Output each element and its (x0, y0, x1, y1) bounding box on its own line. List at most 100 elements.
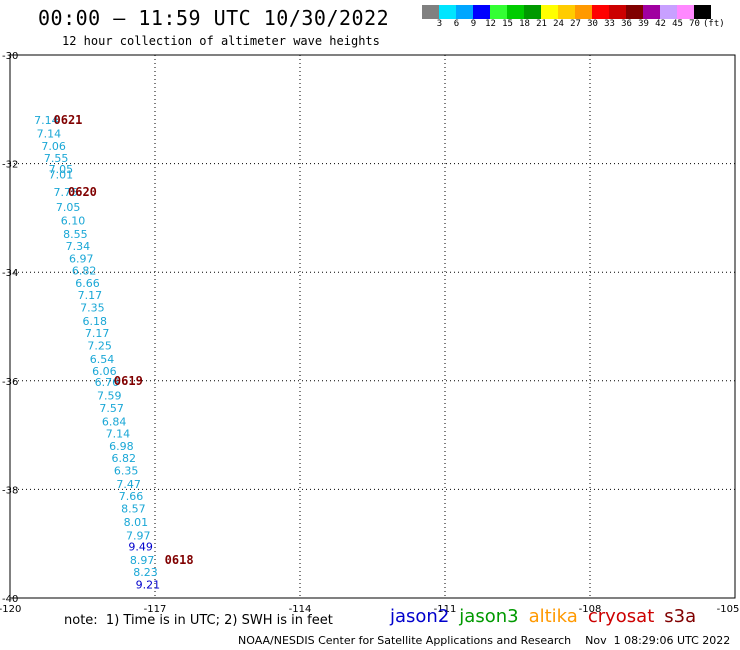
scale-unit: (ft) (703, 19, 725, 29)
x-tick-label: -117 (144, 604, 167, 615)
footer-credit: NOAA/NESDIS Center for Satellite Applica… (238, 634, 731, 647)
wave-height-label: 7.05 (49, 163, 74, 176)
scale-swatch (660, 5, 677, 19)
wave-height-label: 8.55 (63, 228, 88, 241)
scale-label: 18 (519, 19, 530, 29)
y-tick-label: -38 (2, 485, 18, 496)
wave-height-label: 7.75 (54, 186, 79, 199)
wave-height-label: 6.82 (112, 452, 137, 465)
page-title: 00:00 – 11:59 UTC 10/30/2022 (38, 6, 390, 30)
scale-swatch (626, 5, 643, 19)
satellite-legend: jason2 jason3 altika cryosat s3a (390, 606, 706, 627)
y-tick-label: -32 (2, 160, 18, 171)
scale-swatch (643, 5, 660, 19)
wave-height-label: 6.98 (109, 440, 134, 453)
plot-border (9, 54, 736, 599)
wave-height-label: 7.25 (87, 340, 112, 353)
scale-label: 6 (453, 19, 460, 29)
scale-swatch (575, 5, 592, 19)
scale-label: 33 (604, 19, 615, 29)
wave-height-label: 8.01 (124, 516, 149, 529)
wave-height-label: 7.01 (49, 168, 74, 181)
x-tick-label: -111 (434, 604, 457, 615)
wave-height-label: 7.55 (44, 152, 68, 165)
scale-swatch (677, 5, 694, 19)
scale-label: 45 (672, 19, 683, 29)
x-tick-label: -114 (289, 604, 312, 615)
y-tick-label: -30 (2, 51, 18, 62)
scale-swatch (609, 5, 626, 19)
x-tick-label: -105 (717, 604, 740, 615)
scale-swatch (592, 5, 609, 19)
scale-swatch (439, 5, 456, 19)
wave-height-label: 7.47 (116, 478, 141, 491)
wave-height-label: 6.35 (114, 464, 138, 477)
scale-label: 39 (638, 19, 649, 29)
wave-height-label: 7.35 (80, 301, 105, 314)
wave-height-color-scale: 3 6 9 12 15 18 21 24 27 30 33 36 39 42 45 70 (ft) (422, 5, 725, 29)
scale-label: 24 (553, 19, 564, 29)
color-scale-swatches (422, 5, 725, 19)
scale-swatch (422, 5, 439, 19)
wave-height-label: 8.97 (130, 554, 155, 567)
satellite-cryosat: cryosat (587, 606, 655, 627)
x-tick-label: -108 (579, 604, 602, 615)
scale-swatch (473, 5, 490, 19)
wave-height-label: 7.59 (97, 389, 122, 402)
page-subtitle: 12 hour collection of altimeter wave hei… (62, 34, 380, 48)
y-tick-label: -40 (2, 594, 18, 605)
color-scale-labels: 3 6 9 12 15 18 21 24 27 30 33 36 39 42 45 70 (ft) (431, 19, 725, 29)
scale-swatch (507, 5, 524, 19)
scale-label: 12 (485, 19, 496, 29)
wave-height-label: 7.14 (34, 114, 59, 127)
scale-swatch (694, 5, 711, 19)
wave-height-label: 6.84 (102, 416, 127, 429)
wave-height-label: 6.06 (92, 365, 117, 378)
footer-note: note: 1) Time is in UTC; 2) SWH is in fe… (64, 613, 333, 628)
satellite-altika: altika (528, 606, 578, 627)
scale-swatch (558, 5, 575, 19)
wave-height-label: 6.54 (90, 353, 115, 366)
wave-height-label: 9.21 (136, 578, 161, 591)
wave-height-label: 6.97 (69, 253, 94, 266)
scale-label: 3 (436, 19, 443, 29)
wave-height-label: 7.17 (85, 327, 110, 340)
scale-label: 42 (655, 19, 666, 29)
wave-height-label: 6.82 (72, 265, 97, 278)
wave-height-label: 8.23 (133, 566, 158, 579)
wave-height-label: 7.17 (78, 289, 103, 302)
wave-height-label: 6.76 (95, 376, 120, 389)
pass-time-label: 0619 (114, 374, 143, 388)
wave-height-label: 6.66 (75, 277, 100, 290)
y-tick-label: -36 (2, 377, 18, 388)
scale-swatch (490, 5, 507, 19)
pass-time-label: 0620 (68, 185, 97, 199)
satellite-jason3: jason3 (459, 606, 519, 627)
x-tick-label: -120 (0, 604, 21, 615)
satellite-jason2: jason2 (390, 606, 450, 627)
wave-height-label: 6.18 (83, 315, 108, 328)
wave-height-label: 7.05 (56, 201, 81, 214)
y-tick-label: -34 (2, 268, 18, 279)
wave-height-label: 7.06 (41, 140, 66, 153)
pass-time-label: 0618 (165, 553, 194, 567)
wave-height-label: 7.14 (37, 128, 62, 141)
scale-label: 21 (536, 19, 547, 29)
wave-height-label: 9.49 (128, 540, 153, 553)
scale-label: 27 (570, 19, 581, 29)
wave-height-label: 7.97 (126, 530, 151, 543)
scale-label: 70 (689, 19, 700, 29)
scale-label: 15 (502, 19, 513, 29)
scale-swatch (524, 5, 541, 19)
scale-label: 30 (587, 19, 598, 29)
wave-height-label: 7.34 (66, 240, 91, 253)
wave-height-label: 6.10 (61, 215, 86, 228)
scale-label: 36 (621, 19, 632, 29)
satellite-s3a: s3a (664, 606, 697, 627)
wave-height-label: 7.66 (119, 490, 144, 503)
pass-time-label: 0621 (54, 113, 83, 127)
scale-label: 9 (470, 19, 477, 29)
scale-swatch (456, 5, 473, 19)
wave-height-label: 7.14 (106, 427, 131, 440)
